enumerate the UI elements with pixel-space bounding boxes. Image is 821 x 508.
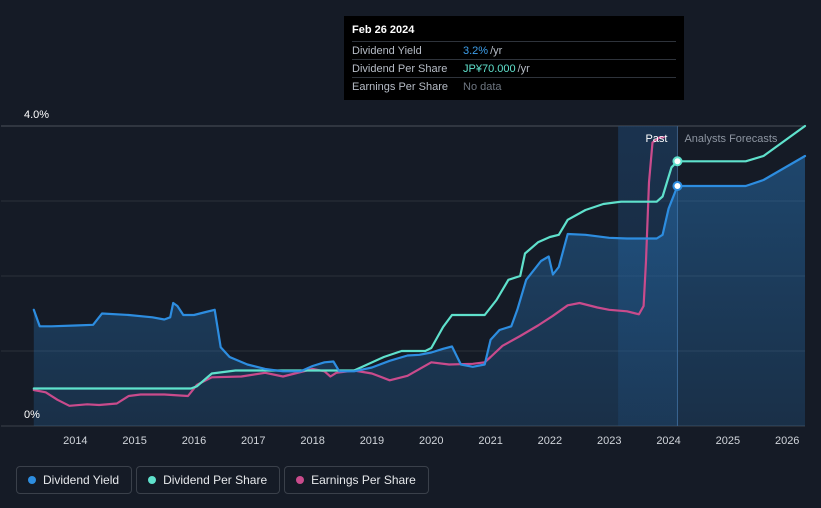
x-tick-label: 2018 xyxy=(300,435,324,447)
dividend-per-share-line xyxy=(32,124,807,390)
tooltip-label: Dividend Per Share xyxy=(352,62,448,75)
y-tick-label-top: 4.0% xyxy=(24,109,49,121)
dividend-yield-line xyxy=(32,154,807,373)
legend-label: Dividend Per Share xyxy=(163,473,268,487)
tooltip-value: No data xyxy=(463,80,502,93)
x-tick-label: 2014 xyxy=(63,435,87,447)
dividend-yield-marker xyxy=(672,181,683,191)
dividend-yield-area xyxy=(33,156,806,426)
x-tick-label: 2024 xyxy=(656,435,680,447)
past-label: Past xyxy=(645,133,667,145)
dividend-per-share-marker xyxy=(672,156,683,167)
legend-dividend-yield[interactable]: Dividend Yield xyxy=(16,466,133,494)
x-tick-label: 2023 xyxy=(597,435,621,447)
tooltip-unit: /yr xyxy=(490,44,503,57)
x-tick-label: 2020 xyxy=(419,435,443,447)
axis-labels: 4.0% 0% 2014 2015 2016 2017 2018 2019 2020 2021 20… xyxy=(24,109,799,447)
x-tick-label: 2015 xyxy=(122,435,146,447)
legend-label: Earnings Per Share xyxy=(311,473,416,487)
legend-dot-icon xyxy=(28,476,36,484)
tooltip-label: Earnings Per Share xyxy=(352,80,448,93)
x-tick-label: 2016 xyxy=(182,435,206,447)
legend-dividend-per-share[interactable]: Dividend Per Share xyxy=(136,466,281,494)
yield-area xyxy=(33,156,806,426)
tooltip-row-dividend-per-share: Dividend Per Share JP¥70.000 /yr xyxy=(352,59,676,77)
tooltip-value: JP¥70.000 xyxy=(463,62,516,75)
x-tick-label: 2017 xyxy=(241,435,265,447)
tooltip-row-earnings-per-share: Earnings Per Share No data xyxy=(352,77,676,95)
y-tick-label-bottom: 0% xyxy=(24,409,40,421)
chart-legend: Dividend Yield Dividend Per Share Earnin… xyxy=(16,466,429,494)
legend-label: Dividend Yield xyxy=(43,473,120,487)
tooltip-date: Feb 26 2024 xyxy=(352,24,415,36)
series-lines xyxy=(32,124,807,407)
tooltip-unit: /yr xyxy=(517,62,530,75)
x-tick-label: 2019 xyxy=(360,435,384,447)
x-tick-label: 2026 xyxy=(775,435,799,447)
forecast-label: Analysts Forecasts xyxy=(684,133,777,145)
tooltip-value: 3.2% xyxy=(463,44,489,57)
hover-tooltip: Feb 26 2024 Dividend Yield 3.2% /yr Divi… xyxy=(344,16,684,100)
x-tick-label: 2025 xyxy=(716,435,740,447)
tooltip-label: Dividend Yield xyxy=(352,44,422,57)
legend-earnings-per-share[interactable]: Earnings Per Share xyxy=(284,466,429,494)
x-tick-label: 2021 xyxy=(478,435,502,447)
x-tick-label: 2022 xyxy=(538,435,562,447)
legend-dot-icon xyxy=(296,476,305,484)
tooltip-row-dividend-yield: Dividend Yield 3.2% /yr xyxy=(352,41,676,59)
legend-dot-icon xyxy=(148,476,157,484)
current-markers xyxy=(672,156,683,191)
earnings-per-share-line xyxy=(32,136,665,407)
